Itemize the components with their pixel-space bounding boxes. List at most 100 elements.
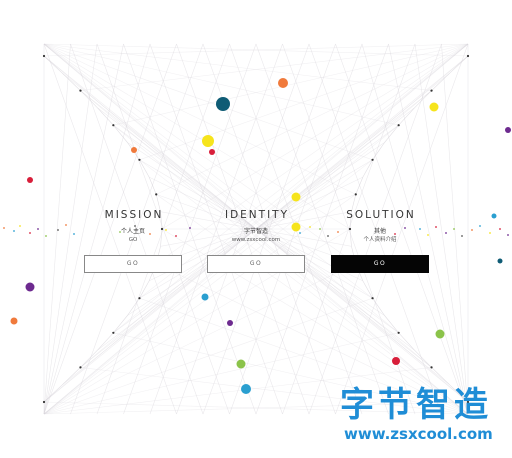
confetti-dot <box>175 235 177 237</box>
string-line <box>255 43 389 415</box>
edge-dot <box>466 54 470 58</box>
mission-subtitle: 个人主页 <box>120 228 145 235</box>
solution-title: SOLUTION <box>346 209 416 221</box>
string-line <box>123 43 257 415</box>
string-line <box>113 124 399 334</box>
string-line <box>43 43 356 195</box>
color-dot <box>291 192 301 202</box>
color-dot <box>27 177 33 183</box>
identity-title: IDENTITY <box>224 209 289 221</box>
confetti-dot <box>73 233 75 235</box>
confetti-dot <box>507 234 509 236</box>
identity-subtitle: 字节智造 <box>243 228 268 235</box>
solution-note: 个人资料介绍 <box>363 237 397 243</box>
color-dot <box>236 359 246 369</box>
string-line <box>43 55 469 415</box>
string-line <box>127 298 140 316</box>
string-line <box>127 142 385 316</box>
string-line <box>414 349 432 368</box>
edge-dot <box>397 331 400 334</box>
string-line <box>43 332 399 415</box>
edge-dot <box>112 331 115 334</box>
string-line <box>43 401 469 415</box>
string-line <box>349 228 352 247</box>
solution-column: SOLUTION 其他 个人资料介绍 <box>331 208 429 245</box>
string-line <box>160 211 352 247</box>
string-line <box>176 43 310 415</box>
mission-column: MISSION 个人主页 GO <box>84 208 182 245</box>
string-line <box>113 125 128 143</box>
confetti-dot <box>337 231 339 233</box>
confetti-dot <box>29 232 31 234</box>
edge-dot <box>112 124 115 127</box>
string-line <box>449 55 469 74</box>
color-dot <box>202 135 214 147</box>
confetti-dot <box>427 234 429 236</box>
string-line <box>43 55 469 403</box>
string-line <box>149 176 363 282</box>
color-dot <box>435 329 445 339</box>
mission-title: MISSION <box>104 209 164 221</box>
string-line <box>62 367 81 385</box>
string-line <box>43 55 469 415</box>
edge-dot <box>430 89 433 92</box>
confetti-dot <box>499 228 501 230</box>
confetti-dot <box>404 227 406 229</box>
string-line <box>414 90 432 109</box>
string-line <box>139 159 469 415</box>
string-line <box>139 159 150 178</box>
string-line <box>156 194 356 264</box>
string-line <box>355 176 364 195</box>
string-line <box>113 124 399 334</box>
color-dot <box>392 357 400 365</box>
confetti-dot <box>489 232 491 234</box>
string-line <box>43 43 71 415</box>
color-dot <box>278 78 288 88</box>
string-line <box>43 384 63 403</box>
string-line <box>97 107 415 351</box>
solution-subtitle: 其他 <box>373 228 386 235</box>
string-line <box>62 73 450 385</box>
confetti-dot <box>479 225 481 227</box>
string-line <box>449 384 469 403</box>
identity-column: IDENTITY 字节智造 www.zsxcool.com <box>207 208 305 245</box>
string-line <box>414 43 469 415</box>
string-line <box>149 176 363 282</box>
string-line <box>80 367 469 415</box>
string-line <box>139 297 469 415</box>
string-line <box>362 159 373 178</box>
string-line <box>43 43 373 161</box>
color-dot <box>201 293 209 301</box>
string-line <box>349 211 352 230</box>
string-line <box>43 43 151 415</box>
string-line <box>43 43 469 403</box>
string-line <box>139 43 469 299</box>
string-line <box>43 43 177 415</box>
confetti-dot <box>319 228 321 230</box>
string-line <box>156 43 469 264</box>
string-line <box>139 159 373 299</box>
string-line <box>62 73 81 91</box>
confetti-dot <box>134 225 136 227</box>
mission-go-button[interactable]: GO <box>84 255 182 273</box>
identity-go-button[interactable]: GO <box>207 255 305 273</box>
string-line <box>80 90 432 368</box>
string-line <box>43 263 356 415</box>
string-line <box>80 43 469 368</box>
scattered-small-dots <box>3 54 509 404</box>
string-line <box>398 332 415 351</box>
string-line <box>156 194 469 415</box>
string-line <box>43 159 373 415</box>
edge-dot <box>160 227 164 231</box>
confetti-dot <box>394 233 396 235</box>
string-line <box>156 263 469 415</box>
solution-go-button[interactable]: GO <box>331 255 429 273</box>
string-line <box>43 43 432 368</box>
identity-note: www.zsxcool.com <box>231 237 281 243</box>
color-dot <box>429 102 439 112</box>
edge-dot <box>354 193 357 196</box>
string-line <box>113 315 128 333</box>
watermark-url: www.zsxcool.com <box>344 425 493 443</box>
string-line <box>97 332 114 351</box>
